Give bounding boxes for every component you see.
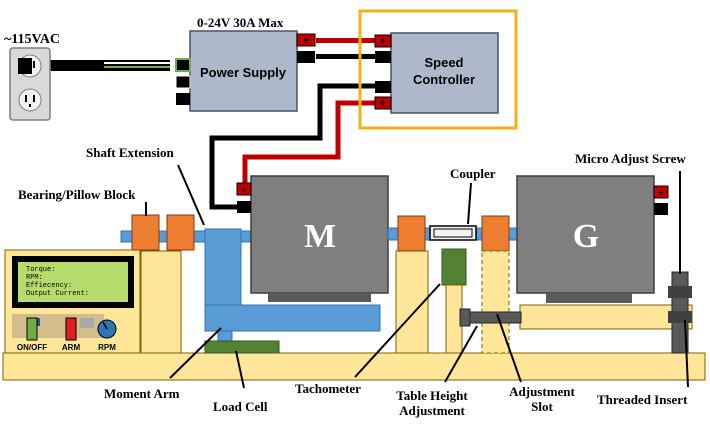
wire-motor-neg [209, 83, 376, 210]
on-off-switch[interactable] [26, 317, 38, 341]
adjustment-bolt-head [459, 308, 471, 327]
arm-switch[interactable] [65, 317, 77, 341]
ps-rating-label: 0-24V 30A Max [197, 15, 284, 30]
bearing-stand [140, 250, 182, 354]
motor: M + [236, 175, 389, 302]
generator-minus-terminal [654, 203, 668, 215]
motor-plus-terminal [236, 182, 252, 196]
label-micro-adjust-screw: Micro Adjust Screw [575, 151, 686, 166]
speed-controller-label-line2: Controller [413, 72, 475, 87]
speed-controller-label-line1: Speed [424, 55, 463, 70]
wire-motor-pos [242, 100, 376, 186]
label-table-height-line1: Table Height [396, 388, 468, 403]
label-adjustment-slot-line1: Adjustment [509, 384, 575, 399]
controller-highlight-box [358, 9, 518, 130]
arrow-table-height [444, 325, 478, 383]
generator-table [519, 304, 693, 330]
mains-voltage-label: ~115VAC [4, 32, 60, 47]
arrow-moment-arm [169, 327, 222, 379]
arm-label: ARM [62, 343, 81, 352]
moment-arm-horizontal [204, 304, 381, 332]
ps-plus-terminal [296, 33, 316, 47]
control-box: Torque: RPM: Effiecency: Output Current:… [4, 249, 141, 354]
power-supply: Power Supply + [175, 30, 316, 112]
label-moment-arm: Moment Arm [104, 386, 180, 401]
label-threaded-insert: Threaded Insert [597, 392, 688, 407]
generator-body [516, 175, 655, 294]
adjustment-bolt [464, 311, 522, 324]
generator-mount [546, 293, 632, 303]
ps-ground-terminal [175, 58, 191, 72]
lcd-torque: Torque: [26, 266, 55, 274]
lcd-output-current: Output Current: [26, 290, 89, 298]
motor-minus-terminal [237, 201, 251, 213]
threaded-insert-nut [668, 311, 692, 323]
motor-label: M [304, 218, 336, 255]
bearing-pillow-block [120, 214, 272, 354]
ps-plus-sign: + [303, 35, 309, 47]
power-supply-label: Power Supply [200, 65, 287, 80]
base-table [2, 352, 706, 381]
pillow-block-left [131, 214, 160, 251]
moment-arm-assembly [204, 228, 381, 354]
arrow-threaded-insert [684, 319, 689, 388]
svg-text:+: + [658, 188, 664, 199]
speed-controller-box [390, 32, 499, 114]
lcd-rpm: RPM: [26, 274, 43, 282]
ps-line-terminal [176, 93, 190, 105]
motor-body [250, 175, 389, 294]
micro-adjust-nut-top [668, 286, 692, 298]
moment-arm-foot [217, 330, 233, 342]
bearing-center-right [481, 215, 510, 252]
wiring [50, 38, 376, 210]
arrow-adjustment-slot [496, 313, 522, 383]
label-bearing-pillow-block: Bearing/Pillow Block [18, 187, 136, 202]
sc-input-plus-terminal [374, 34, 392, 48]
svg-text:+: + [380, 36, 386, 48]
label-shaft-extension: Shaft Extension [86, 145, 175, 160]
rpm-label: RPM [98, 343, 116, 352]
ps-neutral-terminal [175, 75, 191, 89]
wire-ps-neg [316, 54, 376, 59]
label-tachometer: Tachometer [295, 381, 361, 396]
label-adjustment-slot-line2: Slot [531, 399, 553, 414]
tachometer-sensor [441, 248, 467, 286]
generator-plus-terminal [653, 185, 669, 199]
sc-output-plus-terminal [374, 96, 392, 110]
svg-text:+: + [241, 185, 247, 196]
label-table-height-line2: Adjustment [399, 403, 465, 418]
label-coupler: Coupler [450, 166, 496, 181]
outlet-socket-bottom [18, 88, 42, 112]
lcd-efficiency: Effiecency: [26, 282, 72, 290]
speed-controller: Speed Controller + + [374, 32, 499, 114]
power-supply-box [189, 30, 298, 112]
arrow-load-cell [235, 350, 245, 389]
generator: G + [516, 175, 669, 303]
coupler [429, 225, 477, 241]
tachometer [441, 248, 467, 354]
on-off-label: ON/OFF [17, 343, 47, 352]
bearing-center-left [397, 215, 426, 252]
sc-output-minus-terminal [375, 81, 391, 93]
svg-text:+: + [380, 98, 386, 110]
mains-cable [50, 60, 170, 71]
wall-outlet [9, 47, 51, 121]
load-cell [204, 340, 280, 354]
lcd-screen [18, 262, 128, 302]
pillow-block-right [166, 214, 195, 251]
arrow-tachometer [354, 283, 441, 378]
plug-head [18, 58, 32, 74]
callout-lines [145, 164, 689, 389]
arrow-shaft-extension [177, 164, 205, 226]
ps-minus-terminal [297, 51, 315, 63]
sc-input-minus-terminal [375, 51, 391, 63]
motor-mount [268, 293, 371, 302]
wire-ps-pos [316, 38, 376, 43]
label-load-cell: Load Cell [213, 399, 268, 414]
generator-label: G [573, 218, 599, 255]
arrow-coupler [467, 182, 472, 225]
